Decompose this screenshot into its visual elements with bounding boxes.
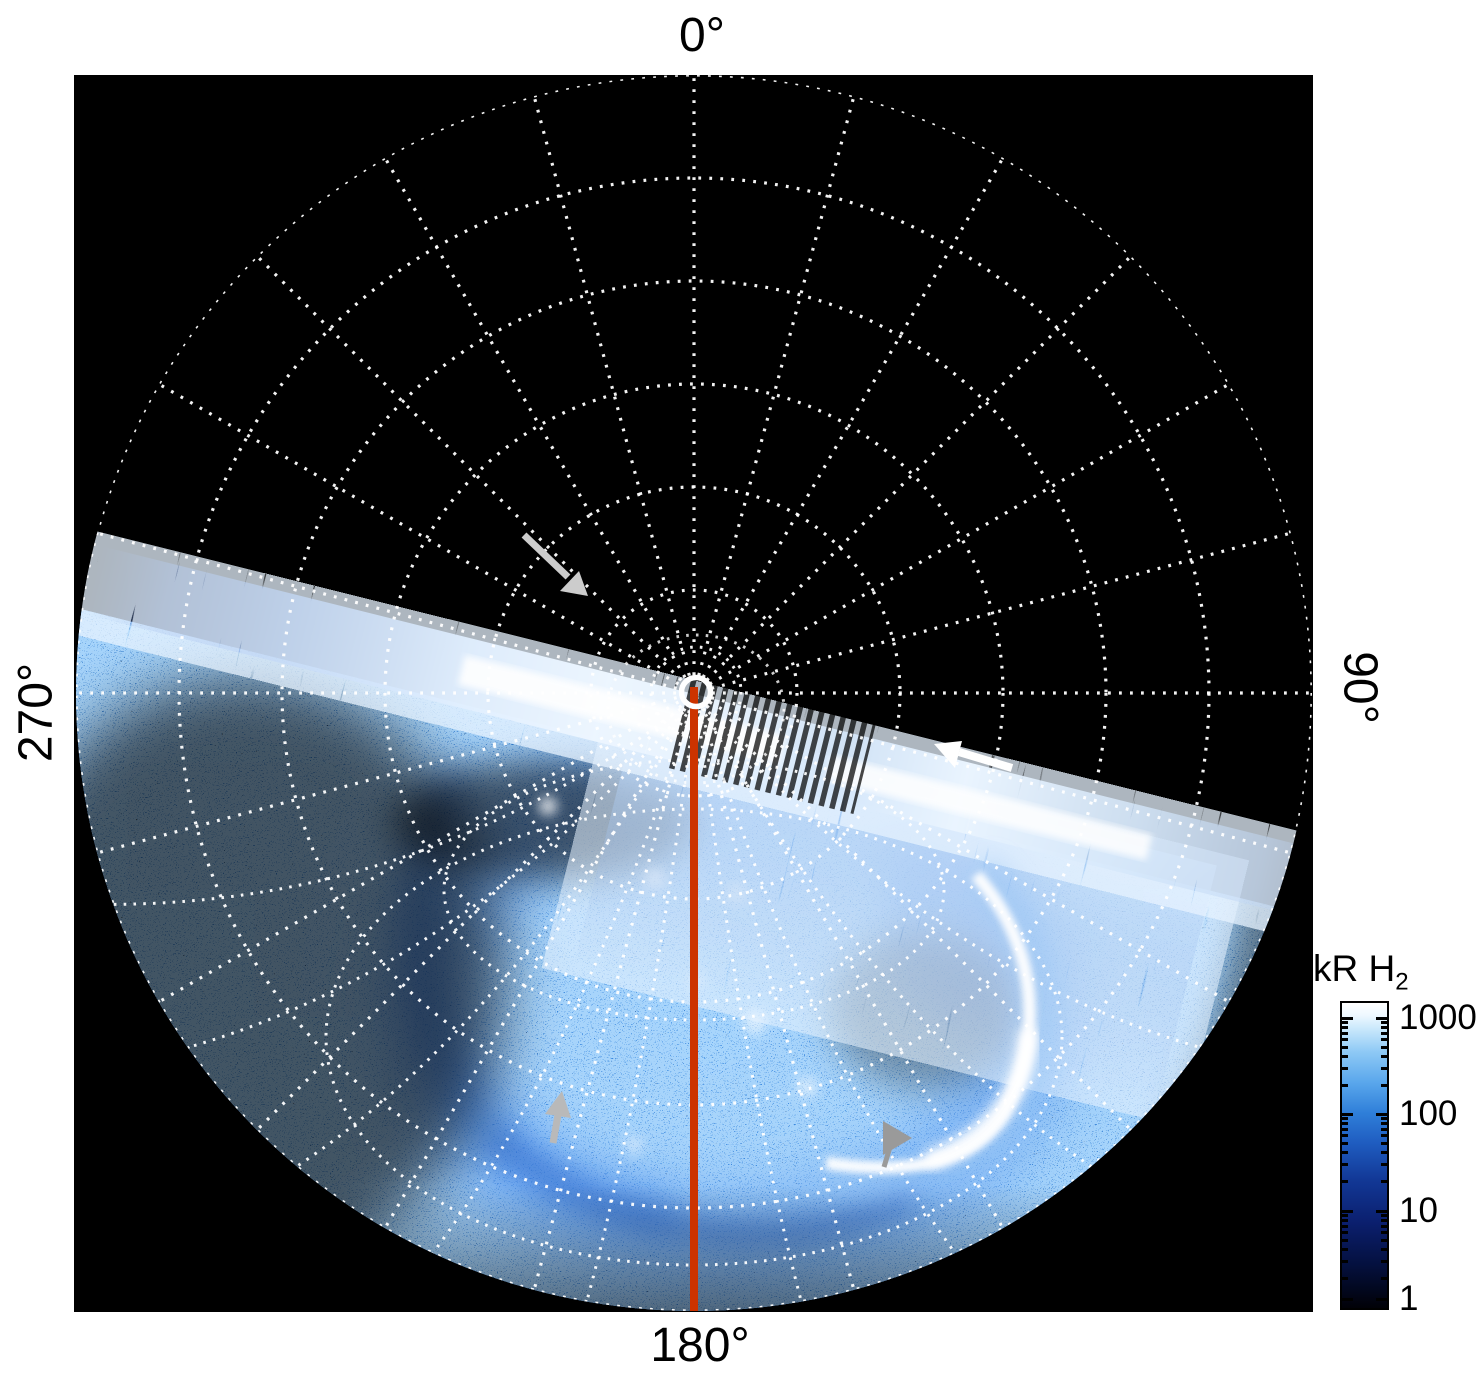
colorbar-tick-100: 100 xyxy=(1399,1094,1458,1133)
gray-arrow-upper-left-icon xyxy=(521,532,588,596)
white-arrow-right-icon xyxy=(934,741,1014,772)
colorbar-tick-1: 1 xyxy=(1399,1279,1419,1318)
polar-plot-area xyxy=(74,75,1313,1312)
polar-plot-svg xyxy=(76,75,1312,1311)
dotted-grid-layer xyxy=(76,75,1312,1311)
colorbar-title-subscript: 2 xyxy=(1395,968,1409,996)
angle-label-270: 270° xyxy=(9,662,63,763)
angle-label-180: 180° xyxy=(650,1319,750,1372)
pole-ring-marker xyxy=(678,674,714,710)
colorbar-tick-1000: 1000 xyxy=(1399,998,1477,1037)
annotation-arrows xyxy=(521,532,1014,1168)
colorbar-tick-10: 10 xyxy=(1399,1191,1438,1230)
gray-arrow-lower-left-icon xyxy=(545,1091,571,1144)
angle-label-0: 0° xyxy=(679,9,725,62)
gray-arrowhead-lower-right-icon xyxy=(881,1121,912,1168)
angle-label-90: 90° xyxy=(1333,651,1387,724)
bright-auroral-arc xyxy=(816,856,1062,1198)
colorbar-title: kR H2 xyxy=(1313,948,1409,996)
colorbar xyxy=(1340,1001,1389,1310)
dark-comb-texture xyxy=(664,677,876,815)
